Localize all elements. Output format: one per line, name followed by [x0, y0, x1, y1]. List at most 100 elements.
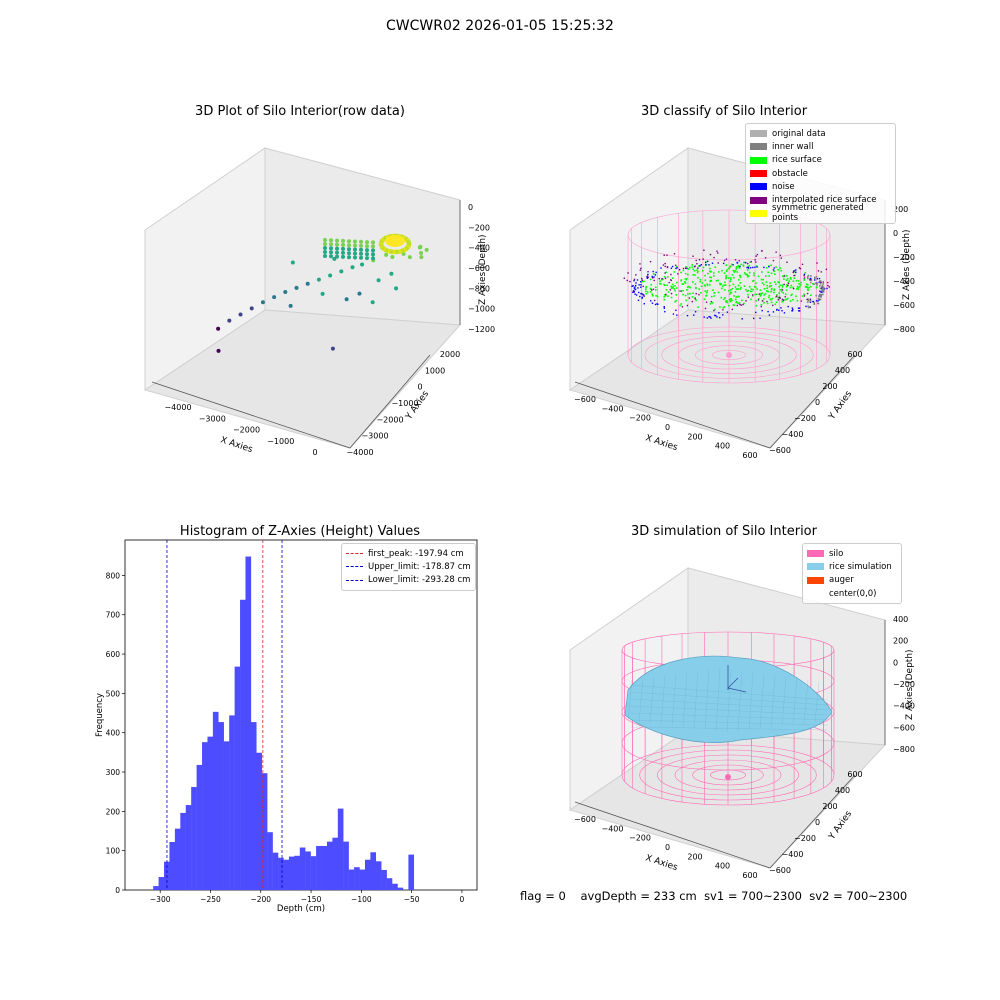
rice-surface-point — [670, 285, 673, 288]
interpolated-point — [662, 264, 665, 266]
data-point — [323, 254, 327, 258]
rice-surface-point — [763, 283, 765, 286]
z-tick-label: 0 — [468, 203, 473, 212]
rice-surface-point — [755, 300, 757, 302]
rice-surface-point — [663, 298, 666, 301]
data-point — [360, 262, 365, 267]
rice-surface-point — [676, 265, 678, 268]
data-point — [290, 260, 295, 265]
histogram-bar — [169, 842, 176, 890]
interpolated-point — [670, 273, 672, 276]
interpolated-point — [764, 257, 767, 259]
rice-surface-point — [777, 281, 779, 283]
inner-wall-point — [819, 298, 822, 301]
rice-surface-point — [656, 295, 659, 298]
inner-wall-point — [816, 283, 818, 286]
interpolated-point — [758, 293, 761, 295]
noise-point — [643, 303, 645, 305]
noise-point — [638, 284, 640, 286]
noise-point — [634, 288, 636, 291]
data-point — [394, 286, 399, 291]
rice-surface-point — [691, 281, 694, 283]
rice-surface-point — [770, 288, 773, 291]
legend-item: rice simulation — [807, 560, 897, 573]
rice-surface-point — [728, 290, 730, 292]
noise-point — [649, 300, 652, 302]
histogram-bar — [288, 856, 295, 890]
noise-point — [638, 291, 640, 294]
noise-point — [685, 267, 687, 270]
rice-surface-point — [685, 299, 687, 302]
rice-surface-point — [773, 291, 775, 294]
noise-point — [767, 310, 769, 313]
histogram-bar — [321, 845, 328, 890]
rice-surface-point — [752, 279, 755, 282]
rice-surface-point — [659, 280, 661, 282]
y-axis-label: Y Axies — [827, 809, 855, 842]
noise-point — [640, 293, 642, 295]
noise-point — [633, 279, 635, 282]
data-point — [323, 242, 327, 246]
rice-surface-point — [682, 283, 685, 285]
rice-surface-point — [689, 286, 692, 289]
interpolated-point — [686, 304, 689, 307]
x-tick-label: −50 — [404, 895, 420, 904]
noise-point — [636, 279, 639, 281]
noise-point — [639, 295, 641, 298]
depth-histogram: −300 −250 −200 −150 −100 −50 0 0 100 200 300 400 50… — [95, 539, 478, 914]
x-tick-label: 0 — [312, 448, 317, 457]
y-tick-label: 400 — [835, 366, 850, 375]
y-tick-label: −600 — [769, 866, 791, 875]
histogram-bar — [316, 845, 322, 890]
inner-wall-point — [807, 306, 810, 309]
rice-surface-point — [748, 285, 751, 288]
x-tick-label: 600 — [742, 451, 757, 460]
rice-surface-point — [695, 299, 697, 302]
data-point — [359, 243, 363, 248]
rice-surface-point — [775, 301, 778, 303]
data-point — [335, 254, 339, 259]
histogram-bar — [392, 883, 398, 890]
rice-surface-point — [806, 284, 809, 286]
data-point — [341, 250, 345, 255]
interpolated-point — [755, 261, 757, 263]
x-tick-label: −3000 — [199, 414, 226, 423]
inner-wall-point — [819, 280, 821, 282]
legend-swatch — [750, 209, 767, 217]
silo-floor-ring — [692, 764, 764, 786]
y-tick-label: 600 — [106, 650, 121, 659]
noise-point — [700, 264, 703, 266]
legend-item: inner wall — [750, 140, 891, 153]
z-tick-label: −200 — [468, 223, 490, 232]
rice-surface-point — [709, 267, 711, 270]
histogram-bar — [326, 841, 333, 890]
legend-label: center(0,0) — [829, 588, 877, 599]
rice-surface-point — [746, 290, 749, 292]
rice-surface-point — [770, 290, 772, 293]
y-tick-label: 600 — [847, 350, 862, 359]
rice-surface-point — [737, 264, 740, 267]
data-point — [407, 255, 412, 260]
noise-point — [803, 273, 806, 276]
rice-surface-point — [674, 300, 676, 303]
rice-surface-point — [675, 287, 678, 289]
noise-point — [773, 267, 775, 269]
interpolated-point — [734, 258, 737, 261]
rice-surface-point — [757, 275, 760, 278]
rice-surface-point — [757, 298, 760, 300]
histogram-bar — [153, 886, 159, 890]
rice-surface-point — [748, 264, 751, 267]
rice-surface-point — [726, 269, 728, 271]
rice-surface-point — [671, 277, 674, 279]
mesh-line — [792, 678, 798, 725]
noise-point — [709, 316, 711, 318]
noise-point — [639, 281, 642, 283]
inner-wall-point — [806, 275, 809, 278]
legend-item: first_peak: -197.94 cm — [346, 547, 471, 560]
rice-surface-point — [680, 271, 682, 274]
data-point — [384, 252, 389, 257]
rice-surface-point — [785, 285, 788, 288]
interpolated-point — [646, 275, 649, 277]
mesh-line — [715, 667, 721, 731]
legend-swatch — [750, 143, 767, 151]
